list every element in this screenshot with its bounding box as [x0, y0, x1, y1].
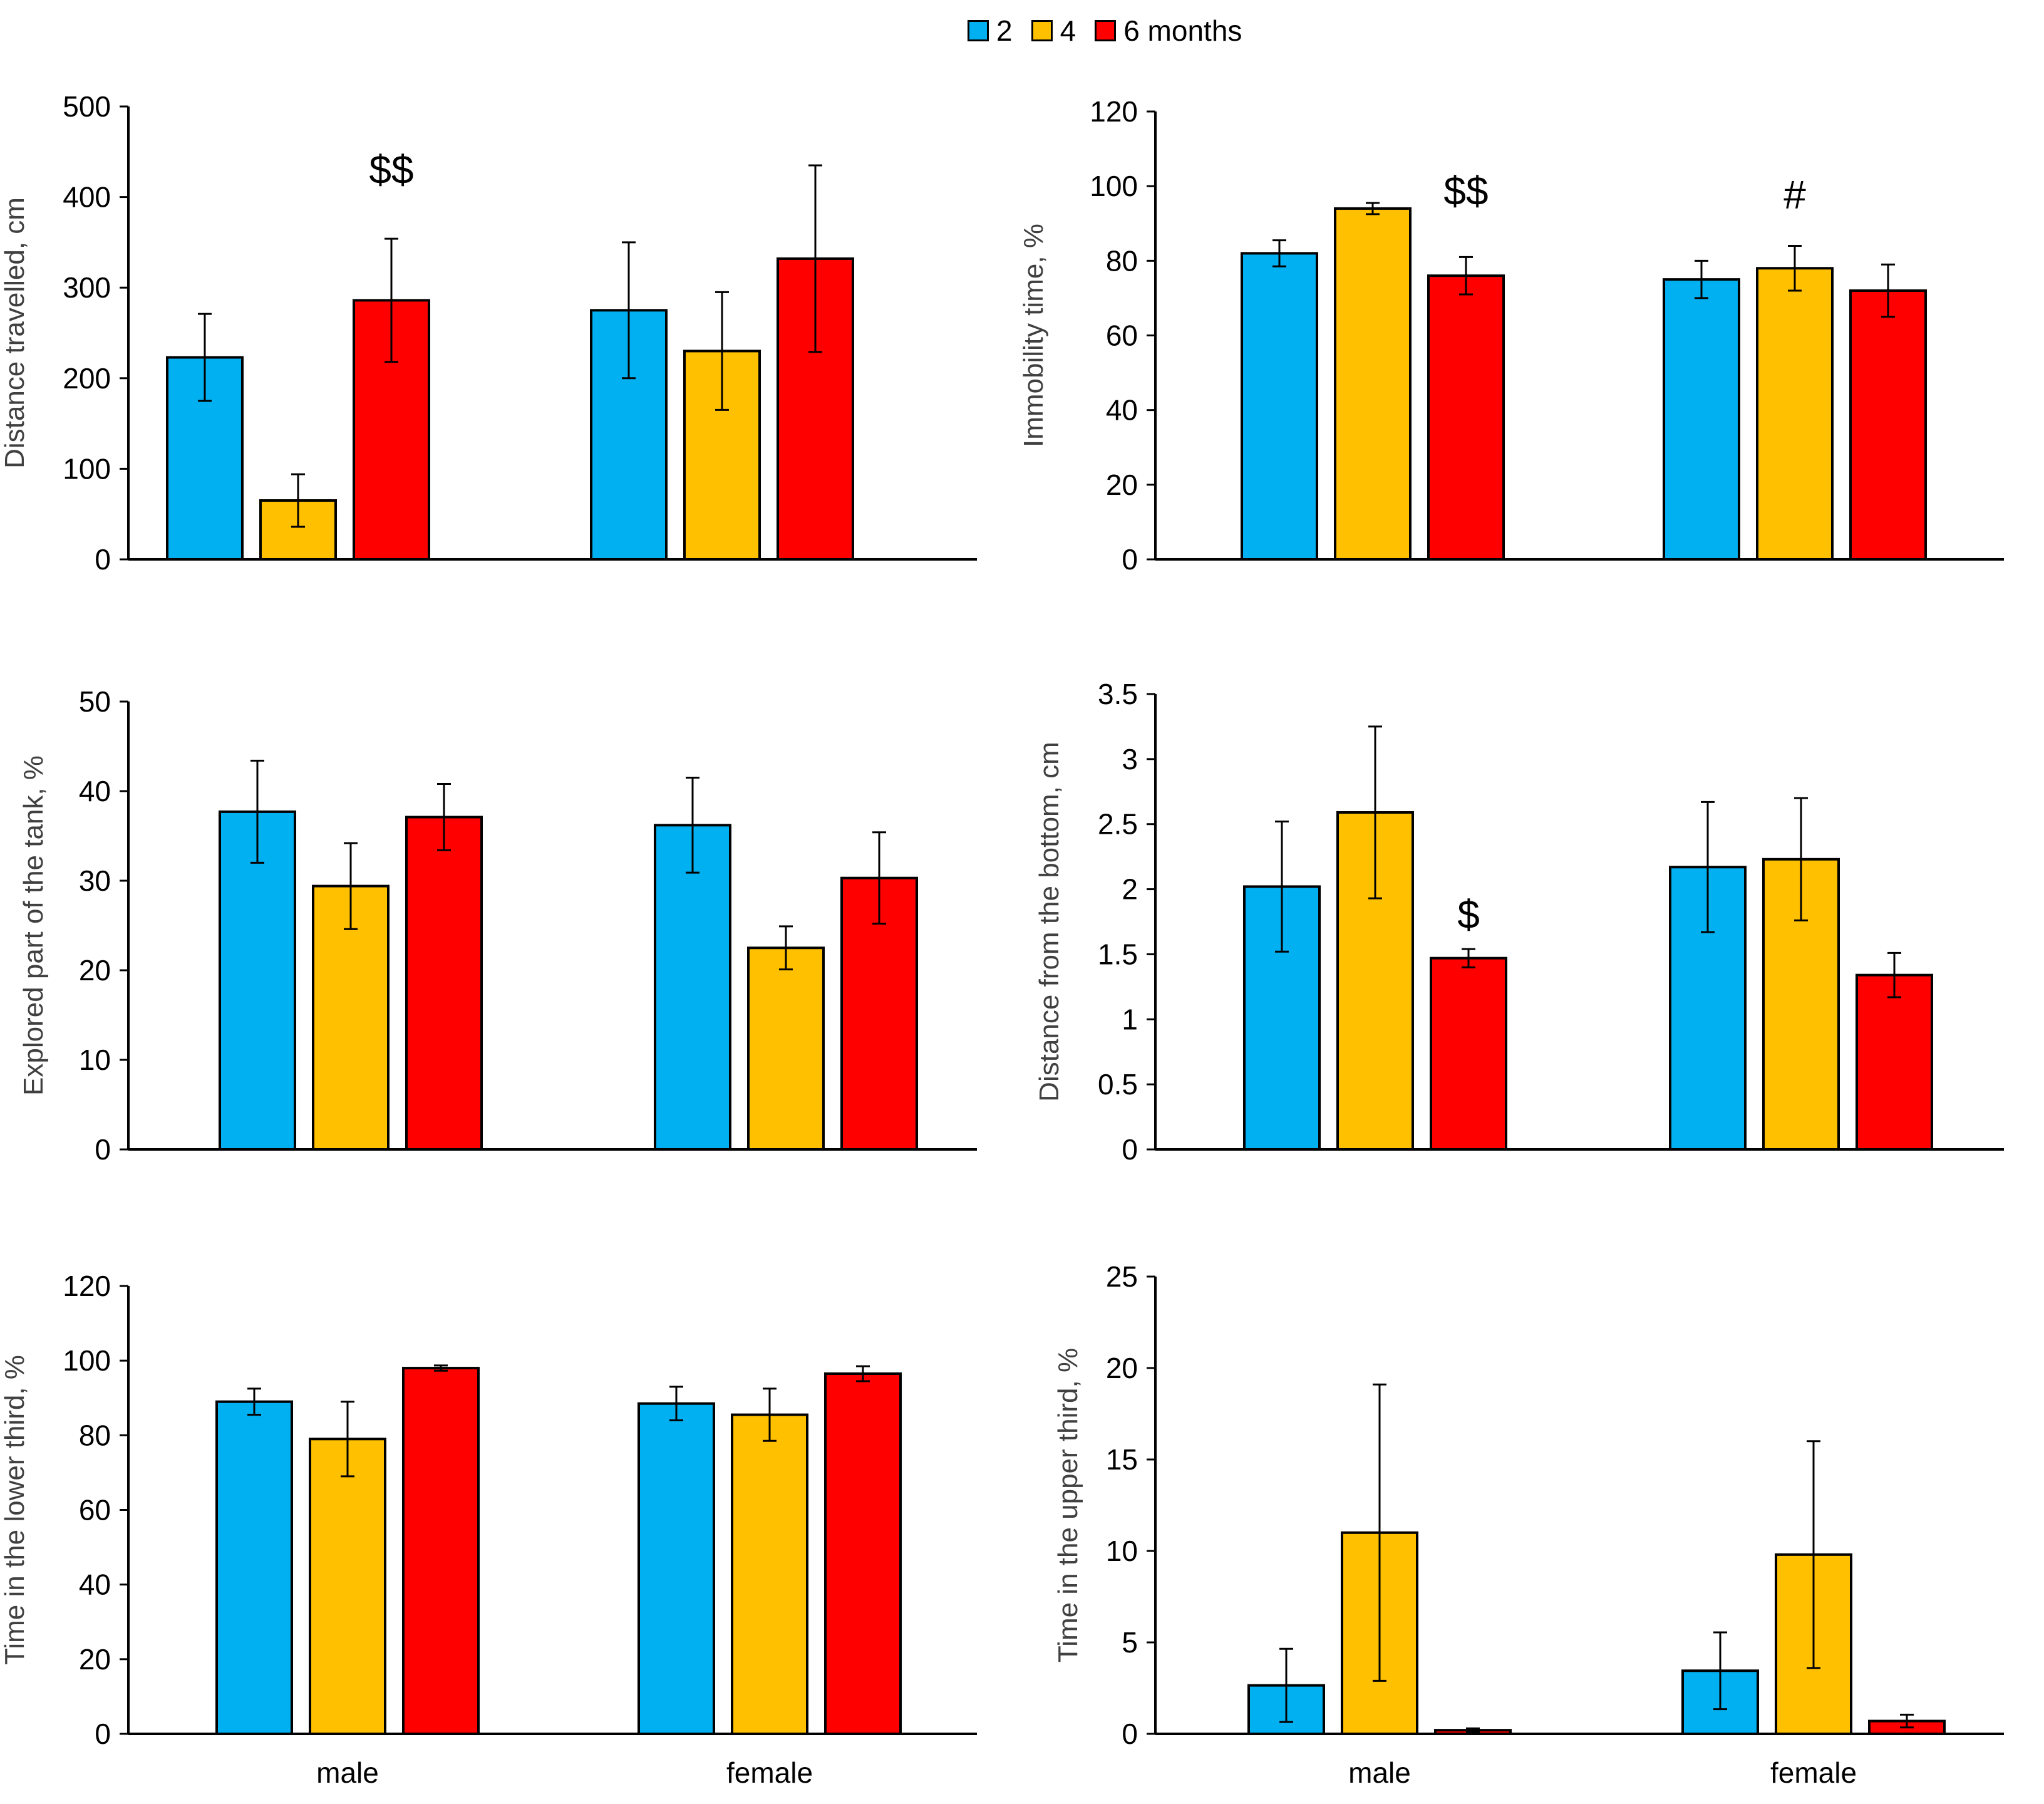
legend-swatch-4 [1031, 20, 1053, 41]
panel2-y-axis-label: Immobility time, % [1018, 224, 1049, 447]
panel3-bar [219, 810, 296, 1151]
legend-item-2: 2 [968, 14, 1013, 48]
panel4-significance-marker: $ [1457, 892, 1480, 937]
panel1-bar [590, 309, 668, 561]
panel2-y-tick-label: 60 [1106, 319, 1138, 352]
panel5-category-label: male [316, 1756, 379, 1789]
panel5-bar [402, 1367, 480, 1735]
panel2-y-tick-label: 20 [1106, 469, 1138, 501]
panel3-y-tick-label: 10 [79, 1044, 111, 1076]
panel3-y-tick-label: 50 [79, 685, 111, 718]
panel4-y-tick-label: 3 [1122, 743, 1138, 775]
legend-item-6-months: 6 months [1095, 14, 1242, 48]
panel1-y-tick-label: 300 [63, 271, 111, 304]
panel6-y-tick-label: 0 [1122, 1718, 1138, 1750]
panel5-y-tick-label: 20 [79, 1643, 111, 1676]
panel5-category-label: female [726, 1756, 813, 1789]
panel4-bar [1430, 956, 1507, 1151]
panel4-y-tick-label: 2 [1122, 873, 1138, 906]
panel5-y-tick-label: 100 [63, 1344, 111, 1377]
panel2-y-tick-label: 100 [1090, 170, 1138, 202]
panel1-y-axis-label: Distance travelled, cm [0, 197, 30, 469]
panel6-category-label: female [1770, 1756, 1857, 1789]
panel5-y-axis-label: Time in the lower third, % [0, 1355, 30, 1665]
panel5-bar [215, 1400, 293, 1735]
panel4-y-tick-label: 0.5 [1098, 1068, 1138, 1101]
panel2-significance-marker: $$ [1443, 168, 1488, 214]
panel4-y-tick-label: 1 [1122, 1003, 1138, 1035]
panel6-category-label: male [1348, 1756, 1411, 1789]
panel6-y-tick-label: 5 [1122, 1626, 1138, 1659]
panel1-y-tick-label: 200 [63, 362, 111, 395]
legend-swatch-2 [968, 20, 989, 41]
panel5-y-tick-label: 40 [79, 1568, 111, 1601]
panel1-bar [683, 350, 761, 561]
panel6-y-tick-label: 25 [1106, 1260, 1138, 1293]
panel3-y-tick-label: 0 [95, 1133, 111, 1166]
panel2-y-tick-label: 0 [1122, 543, 1138, 576]
panel4-y-tick-label: 2.5 [1098, 808, 1138, 841]
panel6-y-axis-label: Time in the upper third, % [1053, 1348, 1083, 1662]
legend-item-4: 4 [1031, 14, 1076, 48]
panel3-y-tick-label: 40 [79, 775, 111, 807]
panel4-bar [1856, 973, 1933, 1151]
panel5-y-tick-label: 80 [79, 1419, 111, 1451]
legend: 2 4 6 months [968, 14, 1261, 48]
legend-swatch-6-months [1095, 20, 1117, 41]
panel2-bar [1334, 207, 1412, 561]
legend-label-4: 4 [1060, 14, 1076, 47]
panel6-y-tick-label: 20 [1106, 1352, 1138, 1384]
panel3-y-tick-label: 20 [79, 954, 111, 987]
panel5-y-tick-label: 120 [63, 1270, 111, 1302]
panel5-bar [824, 1372, 902, 1735]
panel2-bar [1427, 274, 1505, 561]
panel1-y-tick-label: 500 [63, 90, 111, 123]
panel1-y-tick-label: 400 [63, 181, 111, 214]
panel4-y-axis-label: Distance from the bottom, cm [1034, 742, 1065, 1102]
panel1-y-tick-label: 100 [63, 452, 111, 485]
panel3-bar [654, 824, 731, 1151]
legend-label-6-months: 6 months [1123, 14, 1242, 47]
panel4-y-tick-label: 1.5 [1098, 938, 1138, 970]
panel2-bar [1756, 267, 1834, 561]
panel2-y-tick-label: 120 [1090, 95, 1138, 128]
panel1-significance-marker: $$ [369, 147, 413, 192]
panel2-bar [1849, 289, 1927, 561]
panel4-y-tick-label: 3.5 [1098, 678, 1138, 710]
panel5-bar [637, 1402, 715, 1735]
panel3-bar [405, 816, 483, 1151]
panel6-y-tick-label: 10 [1106, 1535, 1138, 1567]
panel5-y-tick-label: 0 [95, 1718, 111, 1750]
panel2-y-tick-label: 40 [1106, 394, 1138, 427]
panel3-y-axis-label: Explored part of the tank, % [18, 755, 49, 1096]
panel2-bar [1663, 278, 1740, 561]
panel4-y-tick-label: 0 [1122, 1133, 1138, 1166]
panel3-bar [747, 946, 825, 1151]
panel6-y-tick-label: 15 [1106, 1443, 1138, 1476]
panel5-y-tick-label: 60 [79, 1494, 111, 1527]
panel2-y-tick-label: 80 [1106, 244, 1138, 277]
legend-label-2: 2 [996, 14, 1013, 47]
panel5-bar [731, 1413, 808, 1735]
panel2-significance-marker: # [1783, 172, 1806, 217]
panel3-y-tick-label: 30 [79, 864, 111, 897]
panel2-bar [1241, 252, 1318, 561]
panel1-y-tick-label: 0 [95, 543, 111, 576]
panel5-bar [309, 1438, 386, 1736]
